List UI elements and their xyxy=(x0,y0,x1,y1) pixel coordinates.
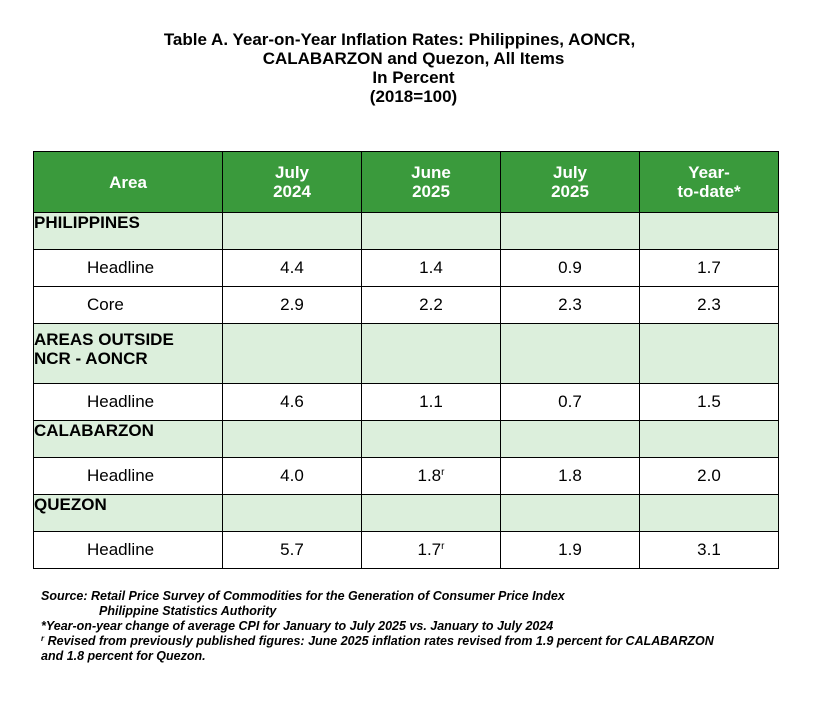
revised-mark: r xyxy=(441,467,445,478)
header-row: Area July 2024 June 2025 July 2025 Year-to-… xyxy=(33,151,779,213)
cell-value: 0.9 xyxy=(500,249,640,287)
header-june-2025: June 2025 xyxy=(361,151,501,213)
table-row: Headline 4.0 1.8r 1.8 2.0 xyxy=(33,457,779,495)
row-label: Headline xyxy=(33,531,223,569)
row-label: Core xyxy=(33,286,223,324)
revised-note-cont: and 1.8 percent for Quezon. xyxy=(41,649,206,663)
header-year-to-date: Year-to-date* xyxy=(639,151,779,213)
cell-value: 1.1 xyxy=(361,383,501,421)
cell-value: 1.7 xyxy=(639,249,779,287)
header-july-2024: July 2024 xyxy=(222,151,362,213)
row-label: Headline xyxy=(33,383,223,421)
cell-value: 4.0 xyxy=(222,457,362,495)
cell-value: 1.8 xyxy=(500,457,640,495)
inflation-table: Area July 2024 June 2025 July 2025 Year-to-… xyxy=(33,151,779,569)
cell-value: 4.6 xyxy=(222,383,362,421)
cell-value: 2.0 xyxy=(639,457,779,495)
area-name: AREAS OUTSIDE NCR - AONCR xyxy=(33,323,223,384)
table-title: Table A. Year-on-Year Inflation Rates: P… xyxy=(0,30,827,106)
title-line-1: Table A. Year-on-Year Inflation Rates: P… xyxy=(163,30,636,49)
cell-value: 2.2 xyxy=(361,286,501,324)
title-line-4: (2018=100) xyxy=(369,87,458,106)
revised-mark: r xyxy=(441,541,445,552)
area-row-quezon: QUEZON xyxy=(33,494,779,532)
footnotes: Source: Retail Price Survey of Commoditi… xyxy=(41,589,714,664)
cell-value: 4.4 xyxy=(222,249,362,287)
area-name: QUEZON xyxy=(33,494,223,532)
area-row-aoncr: AREAS OUTSIDE NCR - AONCR xyxy=(33,323,779,384)
area-row-philippines: PHILIPPINES xyxy=(33,212,779,250)
table-row: Headline 5.7 1.7r 1.9 3.1 xyxy=(33,531,779,569)
cell-value: 1.7r xyxy=(361,531,501,569)
cell-value: 2.3 xyxy=(500,286,640,324)
area-row-calabarzon: CALABARZON xyxy=(33,420,779,458)
cell-value: 5.7 xyxy=(222,531,362,569)
row-label: Headline xyxy=(33,249,223,287)
header-july-2025: July 2025 xyxy=(500,151,640,213)
table-row: Headline 4.6 1.1 0.7 1.5 xyxy=(33,383,779,421)
row-label: Headline xyxy=(33,457,223,495)
cell-value: 1.9 xyxy=(500,531,640,569)
revised-note: r Revised from previously published figu… xyxy=(41,634,714,648)
title-line-3: In Percent xyxy=(372,68,455,87)
cell-value: 1.8r xyxy=(361,457,501,495)
cell-value: 1.5 xyxy=(639,383,779,421)
cell-value: 0.7 xyxy=(500,383,640,421)
area-name: PHILIPPINES xyxy=(33,212,223,250)
source-line: Source: Retail Price Survey of Commoditi… xyxy=(41,589,565,603)
table-row: Headline 4.4 1.4 0.9 1.7 xyxy=(33,249,779,287)
cell-value: 2.9 xyxy=(222,286,362,324)
title-line-2: CALABARZON and Quezon, All Items xyxy=(262,49,565,68)
cell-value: 3.1 xyxy=(639,531,779,569)
ytd-note: *Year-on-year change of average CPI for … xyxy=(41,619,554,633)
source-agency: Philippine Statistics Authority xyxy=(99,604,277,618)
area-name: CALABARZON xyxy=(33,420,223,458)
cell-value: 2.3 xyxy=(639,286,779,324)
header-area: Area xyxy=(33,151,223,213)
table-row: Core 2.9 2.2 2.3 2.3 xyxy=(33,286,779,324)
cell-value: 1.4 xyxy=(361,249,501,287)
